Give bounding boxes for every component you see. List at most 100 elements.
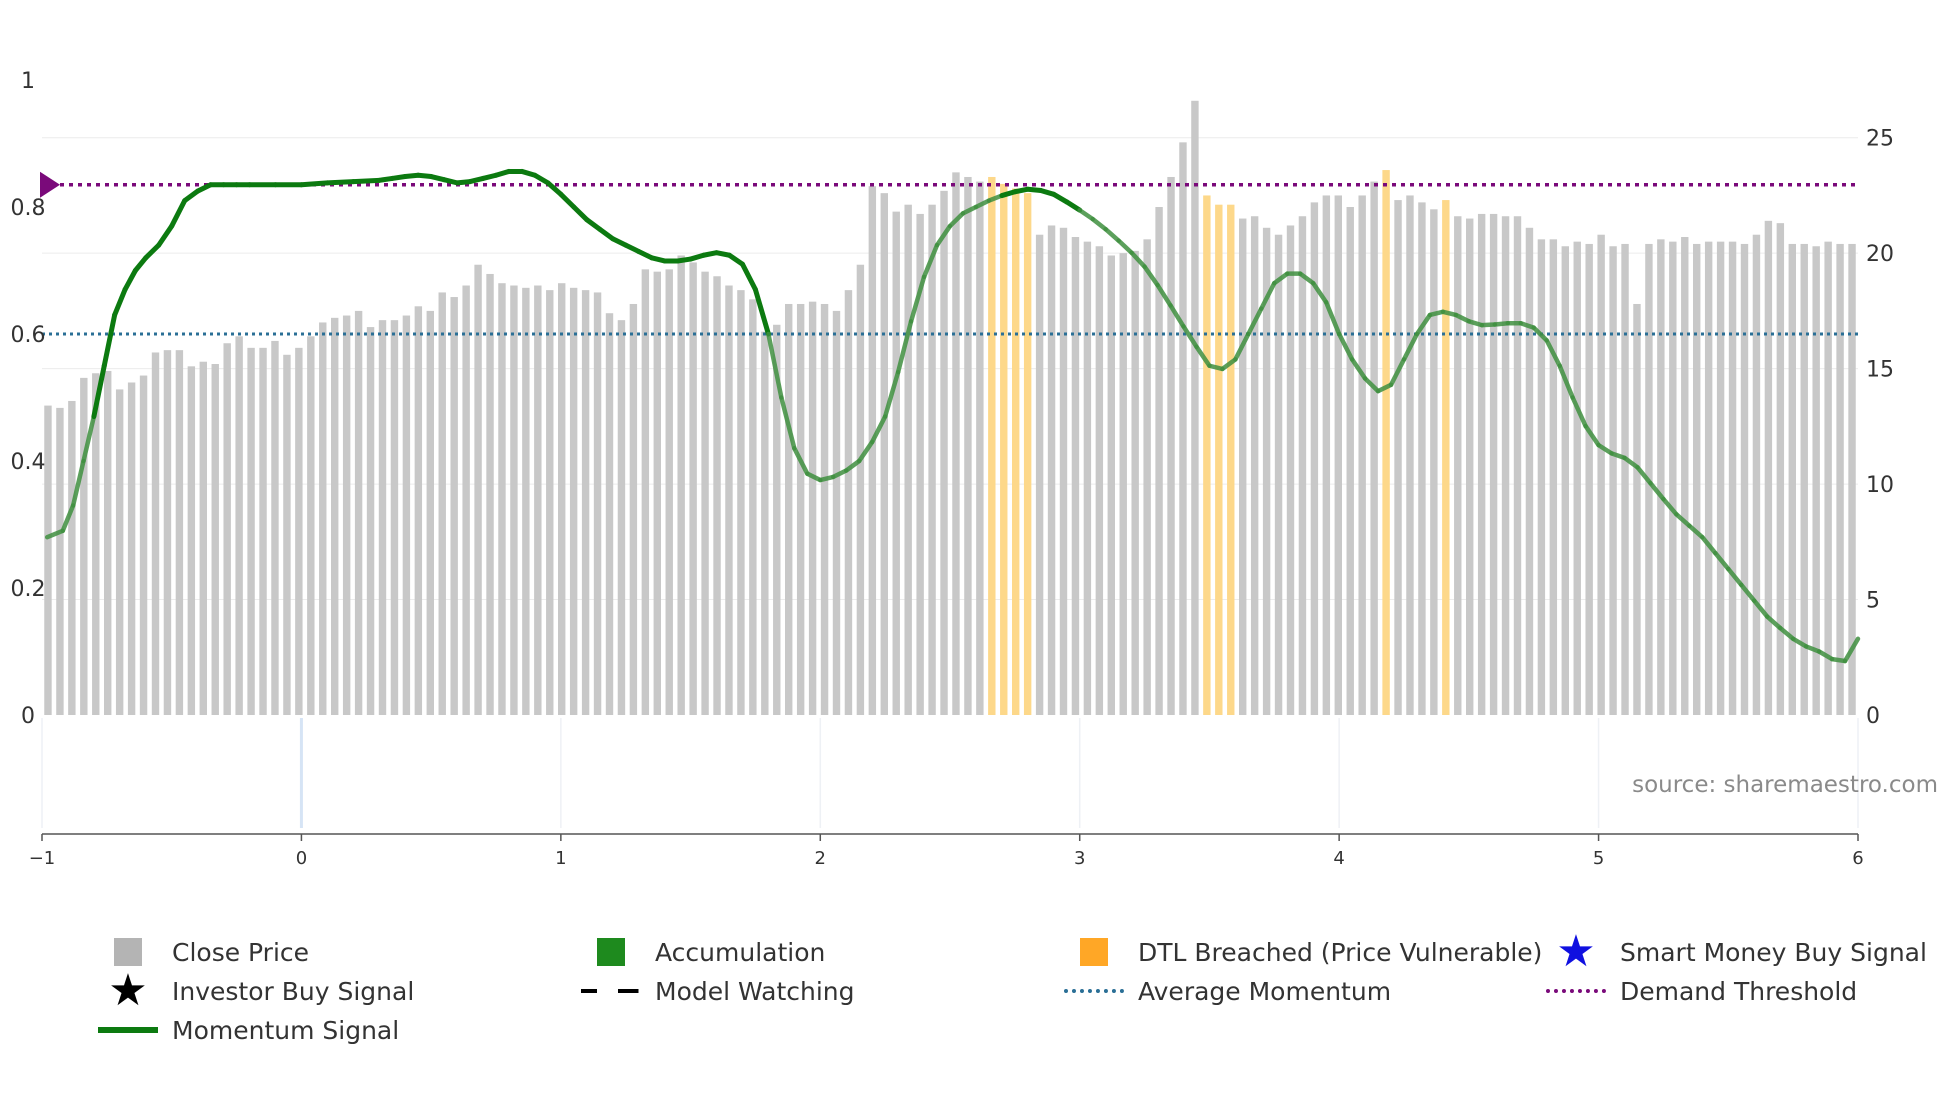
close-price-bar [1418,202,1426,715]
momentum-segment [1661,496,1679,517]
momentum-segment [1259,280,1277,311]
close-price-bar [1274,234,1283,715]
close-price-bar [44,405,52,715]
dtl-breached-bar [1023,193,1032,715]
close-price-bar [1035,234,1044,715]
close-price-bar [820,303,829,715]
momentum-segment [869,414,888,445]
close-price-bar [187,366,196,715]
momentum-segment [1103,226,1121,243]
momentum-segment [1739,582,1757,603]
momentum-segment [1648,480,1666,502]
momentum-segment [1596,442,1614,456]
close-price-bar [868,186,877,716]
momentum-segment [1388,357,1407,388]
close-price-bar [952,172,960,716]
close-price-bar [1513,216,1522,716]
momentum-segment [101,312,118,369]
momentum-segment [1803,644,1822,654]
left-tick-label: 0.4 [11,450,46,475]
momentum-segment [792,446,810,476]
right-tick-label: 10 [1866,473,1894,498]
right-tick-label: 0 [1866,704,1880,729]
momentum-segment [81,414,97,464]
momentum-segment [1842,636,1861,664]
close-price-bar [1250,216,1259,716]
close-price-bar [271,340,279,715]
momentum-segment [545,180,564,197]
threshold-marker [40,171,60,198]
momentum-segment [1310,280,1329,305]
close-price-bar [1179,142,1187,716]
close-price-bar [1370,181,1378,716]
momentum-segment [779,395,797,451]
close-price-bars [44,100,1856,716]
close-price-bar [1704,241,1713,715]
right-axis-ticks: 0 5 10 15 20 25 [1866,127,1894,729]
close-price-bar [163,350,172,715]
close-price-bar [1693,243,1701,715]
close-price-bar [1286,225,1295,715]
close-price-bar [1406,195,1414,715]
close-price-bar [1824,241,1832,715]
left-tick-label: 0 [21,704,35,729]
momentum-segment [766,331,784,400]
close-price-bar [629,303,638,715]
close-price-bar [964,176,972,716]
close-price-bar [1107,255,1115,716]
x-tick-label: 1 [555,848,566,869]
close-price-bar [1800,243,1808,715]
momentum-segment [843,458,862,473]
close-price-bar [1716,241,1725,715]
momentum-segment [1583,423,1601,448]
momentum-segment [1531,325,1549,343]
x-tick-label: 2 [815,848,826,869]
momentum-segment [1090,216,1108,232]
close-price-bar [378,320,387,715]
close-price-bar [1525,227,1534,715]
close-price-bar [1477,213,1486,715]
close-price-bar [1585,243,1593,715]
left-tick-label: 1 [21,69,35,94]
close-price-bar [1322,195,1331,715]
dtl-breached-bar [1227,204,1235,715]
threshold-diamond-marker [40,171,60,198]
momentum-segment [1414,312,1433,337]
close-price-bar [761,331,769,715]
lower-panel-grid [41,718,1859,828]
momentum-segment [112,287,128,318]
close-price-bar [354,310,363,715]
momentum-segment [921,242,940,280]
x-tick-label: 3 [1074,848,1085,869]
momentum-segment [597,226,616,242]
momentum-segment [856,439,875,464]
close-price-bar [474,264,482,715]
close-price-bar [115,389,124,715]
close-price-bar [426,310,434,715]
momentum-segment [1181,324,1199,349]
close-price-bar [307,336,315,715]
x-tick-label: 0 [296,848,307,869]
close-price-bar [223,343,231,715]
momentum-segment [324,179,356,186]
close-price-bar [1430,209,1438,715]
dtl-breached-bar [1000,183,1008,715]
close-price-bar [175,350,184,715]
close-price-bar [558,283,566,715]
momentum-segment [1129,250,1147,269]
x-tick-label: 5 [1593,848,1604,869]
momentum-segment [1401,331,1420,362]
momentum-segment [726,252,745,267]
close-price-bar [1310,202,1319,715]
momentum-segment [895,319,914,375]
close-price-bar [1358,195,1366,715]
close-price-bar [151,352,160,715]
momentum-segment [1635,465,1653,486]
close-price-bar [342,315,351,715]
momentum-segment [1155,282,1173,308]
momentum-segment [831,468,849,480]
momentum-segment [1362,376,1381,394]
close-price-bar [569,287,578,715]
close-price-bar [856,264,865,715]
close-price-bar [1334,195,1342,715]
